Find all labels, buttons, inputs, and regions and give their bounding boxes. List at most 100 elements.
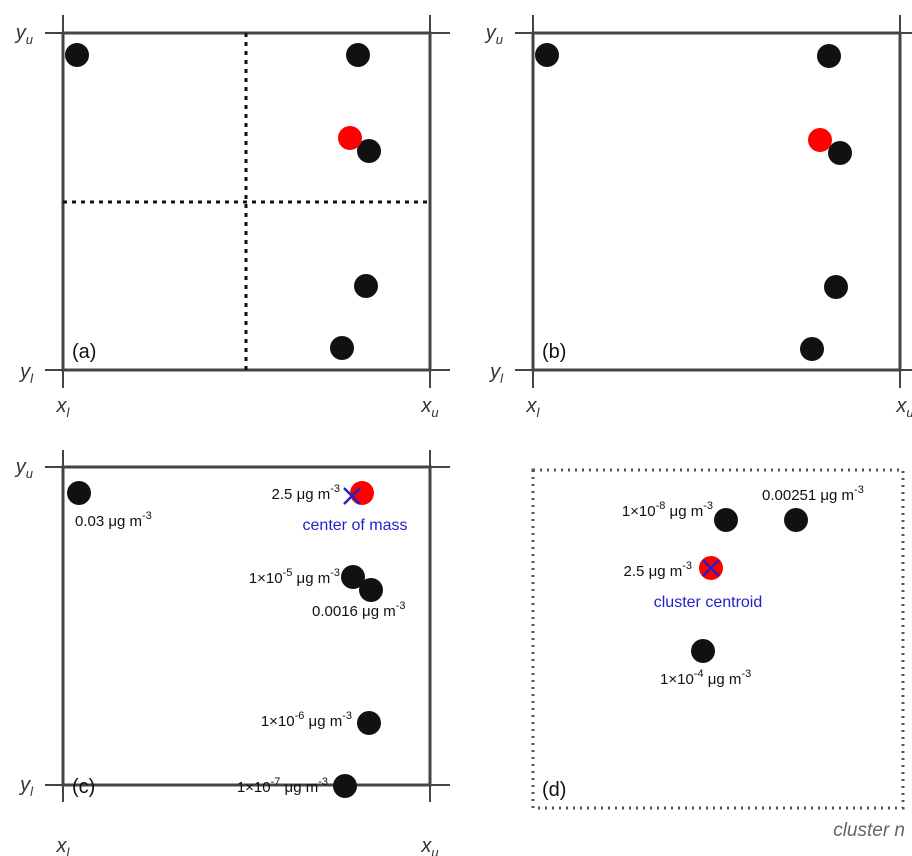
red-point bbox=[338, 126, 362, 150]
cross bbox=[343, 487, 361, 505]
annotation: 0.00251 μg m-3 bbox=[762, 484, 864, 504]
point bbox=[359, 578, 383, 602]
axis-label: yl bbox=[18, 361, 34, 386]
marker-label: cluster centroid bbox=[654, 594, 763, 611]
text-part: -3 bbox=[682, 560, 692, 572]
axis-label: yu bbox=[14, 22, 33, 47]
text-part: 2.5 μg m bbox=[624, 563, 683, 580]
point bbox=[714, 508, 738, 532]
panel-label: (b) bbox=[542, 341, 566, 363]
text-part: μg m bbox=[292, 570, 330, 587]
annotation: 2.5 μg m-3 bbox=[272, 483, 340, 503]
text-part: x bbox=[56, 835, 68, 856]
point bbox=[67, 481, 91, 505]
text-part: μg m bbox=[704, 671, 742, 688]
axis-label: xu bbox=[895, 395, 912, 420]
text-part: u bbox=[431, 405, 438, 420]
annotation: 1×10-8 μg m-3 bbox=[622, 500, 713, 520]
text-part: l bbox=[30, 371, 34, 386]
point bbox=[330, 336, 354, 360]
text-part: l bbox=[30, 784, 34, 799]
axis-ticks bbox=[45, 15, 912, 802]
point bbox=[341, 565, 365, 589]
text-part: -6 bbox=[295, 710, 305, 722]
text-part: u bbox=[26, 466, 33, 481]
text-part: u bbox=[496, 32, 503, 47]
text-part: y bbox=[14, 456, 27, 478]
text-part: 0.03 μg m bbox=[75, 513, 142, 530]
panel-label: (a) bbox=[72, 341, 96, 363]
marker-label: center of mass bbox=[303, 517, 408, 534]
annotation: 0.0016 μg m-3 bbox=[312, 600, 405, 620]
axis-label: yu bbox=[14, 456, 33, 481]
text-part: y bbox=[18, 774, 31, 796]
text-part: -3 bbox=[741, 668, 751, 680]
point bbox=[828, 141, 852, 165]
annotation: 0.03 μg m-3 bbox=[75, 510, 152, 530]
text-part: l bbox=[67, 845, 71, 856]
text-part: -4 bbox=[694, 668, 704, 680]
annotation: 1×10-4 μg m-3 bbox=[660, 668, 751, 688]
text-part: -3 bbox=[330, 567, 340, 579]
text-part: 1×10 bbox=[249, 570, 283, 587]
text-part: y bbox=[18, 361, 31, 383]
text-part: -8 bbox=[656, 500, 666, 512]
text-part: μg m bbox=[280, 779, 318, 796]
text-part: x bbox=[420, 395, 432, 417]
annotation: 1×10-7 μg m-3 bbox=[237, 776, 328, 796]
text-part: 0.00251 μg m bbox=[762, 487, 854, 504]
text-part: y bbox=[488, 361, 501, 383]
text-part: -3 bbox=[318, 776, 328, 788]
text-part: 1×10 bbox=[261, 713, 295, 730]
axis-label: yl bbox=[18, 774, 34, 799]
panel-label: (d) bbox=[542, 779, 566, 801]
axis-label: yl bbox=[488, 361, 504, 386]
text-part: y bbox=[14, 22, 27, 44]
point bbox=[800, 337, 824, 361]
text-part: l bbox=[67, 405, 71, 420]
text-part: 1×10 bbox=[237, 779, 271, 796]
points bbox=[65, 43, 852, 798]
point bbox=[784, 508, 808, 532]
annotation: 2.5 μg m-3 bbox=[624, 560, 692, 580]
text-part: u bbox=[431, 845, 438, 856]
point bbox=[354, 274, 378, 298]
red-point bbox=[808, 128, 832, 152]
cross bbox=[702, 559, 720, 577]
point bbox=[357, 711, 381, 735]
text-part: u bbox=[906, 405, 912, 420]
quadrant-split bbox=[63, 33, 430, 370]
text-part: -5 bbox=[283, 567, 293, 579]
axis-label: xl bbox=[56, 835, 71, 856]
panel-d-box bbox=[531, 468, 905, 810]
text-part: -3 bbox=[342, 710, 352, 722]
point bbox=[65, 43, 89, 67]
point bbox=[691, 639, 715, 663]
panel-b-box bbox=[531, 31, 902, 372]
point bbox=[357, 139, 381, 163]
point bbox=[824, 275, 848, 299]
text-part: -3 bbox=[330, 483, 340, 495]
annotation: 1×10-6 μg m-3 bbox=[261, 710, 352, 730]
text-part: x bbox=[526, 395, 538, 417]
text-part: -3 bbox=[854, 484, 864, 496]
axis-label: xl bbox=[526, 395, 541, 420]
point bbox=[333, 774, 357, 798]
point bbox=[535, 43, 559, 67]
text-part: -3 bbox=[703, 500, 713, 512]
text-part: x bbox=[895, 395, 907, 417]
text-part: 1×10 bbox=[660, 671, 694, 688]
text-part: u bbox=[26, 32, 33, 47]
axis-label: xu bbox=[420, 835, 438, 856]
panel-label: (c) bbox=[72, 776, 95, 798]
text-part: -3 bbox=[396, 600, 406, 612]
text-part: l bbox=[500, 371, 504, 386]
point bbox=[817, 44, 841, 68]
text-part: y bbox=[484, 22, 497, 44]
text-part: -3 bbox=[142, 510, 152, 522]
text-part: l bbox=[537, 405, 541, 420]
text-part: 2.5 μg m bbox=[272, 486, 331, 503]
axis-label: xu bbox=[420, 395, 438, 420]
text-part: 0.0016 μg m bbox=[312, 603, 396, 620]
